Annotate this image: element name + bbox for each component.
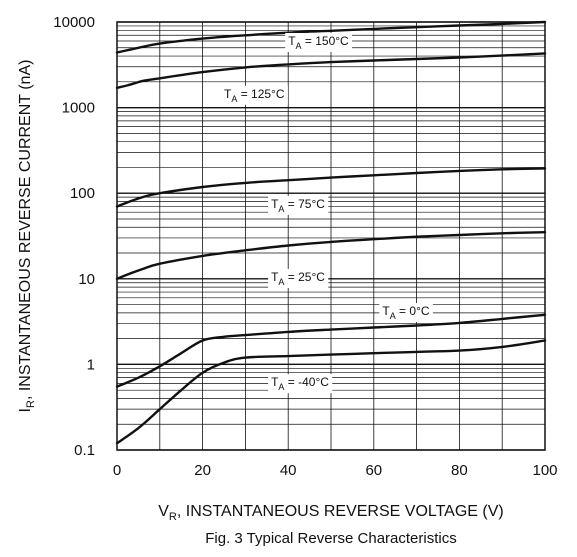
y-tick-label: 10000 xyxy=(53,14,95,31)
y-axis-title-rest: , INSTANTANEOUS REVERSE CURRENT (nA) xyxy=(17,60,34,401)
y-tick-label: 1000 xyxy=(62,100,95,117)
series-label-1: TA = 125°C xyxy=(224,87,285,104)
series-label-3: TA = 25°C xyxy=(271,270,325,287)
series-line-0 xyxy=(115,20,547,54)
series-label-bg-1 xyxy=(221,85,288,105)
x-tick-label: 40 xyxy=(280,462,297,479)
series-label-2: TA = 75°C xyxy=(271,197,325,214)
series-label-4: TA = 0°C xyxy=(382,304,430,321)
x-axis-title: VR, INSTANTANEOUS REVERSE VOLTAGE (V) xyxy=(158,503,504,523)
series-line-4 xyxy=(115,313,547,388)
x-tick-label: 0 xyxy=(113,462,121,479)
x-tick-label: 100 xyxy=(532,462,557,479)
x-axis-title-sub: R xyxy=(169,511,177,523)
series-line-2 xyxy=(115,167,547,208)
series-label-bg-0 xyxy=(285,32,353,52)
series-label-bg-5 xyxy=(268,374,333,394)
plot-frame xyxy=(116,21,546,451)
series-label-bg-3 xyxy=(268,268,329,288)
x-axis-title-rest: , INSTANTANEOUS REVERSE VOLTAGE (V) xyxy=(177,503,504,520)
x-tick-labels: 0 20 40 60 80 100 xyxy=(113,462,558,479)
series-lines xyxy=(115,20,547,445)
y-tick-label: 100 xyxy=(70,185,95,202)
y-tick-label: 0.1 xyxy=(74,442,95,459)
y-tick-label: 10 xyxy=(78,271,95,288)
series-label-bg-4 xyxy=(379,303,433,323)
y-tick-labels: 0.1 1 10 100 1000 10000 xyxy=(53,14,95,459)
series-label-5: TA = -40°C xyxy=(271,375,329,392)
x-axis-title-main: V xyxy=(158,503,169,520)
x-tick-label: 60 xyxy=(365,462,382,479)
y-axis-title: IR, INSTANTANEOUS REVERSE CURRENT (nA) xyxy=(17,60,37,413)
y-axis-title-main: I xyxy=(17,408,34,412)
series-line-5 xyxy=(115,339,547,445)
series-line-3 xyxy=(115,231,547,280)
x-tick-label: 20 xyxy=(194,462,211,479)
x-tick-label: 80 xyxy=(451,462,468,479)
series-line-1 xyxy=(115,52,547,90)
series-label-0: TA = 150°C xyxy=(288,34,349,51)
y-tick-label: 1 xyxy=(87,356,95,373)
figure-caption: Fig. 3 Typical Reverse Characteristics xyxy=(205,530,456,547)
series-labels: TA = 150°C TA = 125°C TA = 75°C TA = 25°C TA… xyxy=(221,32,433,394)
series-label-bg-2 xyxy=(268,195,329,215)
y-axis-title-sub: R xyxy=(25,400,37,408)
